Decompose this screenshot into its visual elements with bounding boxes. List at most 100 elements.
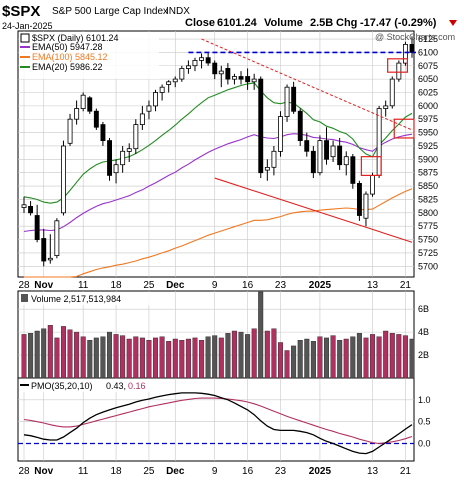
candle-up	[153, 92, 158, 107]
pmo-legend-name: PMO(35,20,10)	[31, 381, 93, 391]
candle-up	[74, 108, 80, 120]
volume-bar	[166, 341, 172, 379]
x-tick-label: 2025	[309, 466, 332, 477]
candlesticks	[21, 36, 415, 267]
candle-down	[304, 140, 310, 152]
candle-up	[330, 145, 336, 158]
x-tick-label: Nov	[34, 466, 53, 477]
volume-bar	[192, 337, 198, 379]
price-legend: $SPX (Daily) 6101.24 EMA(50) 5947.28 EMA…	[19, 32, 159, 79]
volume-tick-label: 2B	[418, 350, 429, 360]
volume-bar	[212, 335, 218, 379]
volume-bar	[383, 330, 389, 379]
price-tick-label: 5850	[418, 181, 438, 191]
pmo-tick-label: 0.0	[418, 439, 431, 449]
x-tick-label: 28	[18, 466, 30, 477]
candle-up	[166, 81, 172, 85]
x-tick-label: 13	[367, 466, 379, 477]
volume-bar	[330, 335, 336, 379]
x-tick-label: 23	[275, 466, 287, 477]
candle-up	[21, 204, 27, 208]
volume-bar	[218, 337, 224, 379]
volume-bar	[350, 336, 356, 379]
ema-lines	[23, 82, 413, 278]
volume-bar	[54, 337, 60, 379]
pmo-legend: PMO(35,20,10) 0.43, 0.16	[19, 379, 159, 392]
candle-up	[277, 116, 283, 152]
volume-bar	[370, 334, 376, 379]
x-tick-label: 2025	[309, 280, 332, 291]
candle-down	[291, 86, 297, 112]
legend-ema20: EMA(20) 5986.22	[32, 62, 103, 72]
close-value: 6101.24	[217, 17, 258, 29]
candle-up	[271, 150, 277, 168]
candle-up	[192, 60, 198, 67]
candle-up	[139, 113, 145, 126]
pmo-legend-signal: 0.16	[128, 381, 146, 391]
price-tick-label: 5900	[418, 154, 438, 164]
volume-bar	[47, 325, 53, 379]
volume-bar	[74, 331, 80, 379]
price-tick-label: 5950	[418, 128, 438, 138]
volume-tick-label: 4B	[418, 327, 429, 337]
volume-bar	[291, 345, 297, 379]
pmo-legend-value: 0.43,	[106, 381, 126, 391]
chart-date: 24-Jan-2025	[2, 21, 53, 31]
volume-bar	[100, 336, 106, 379]
volume-bar	[159, 336, 165, 379]
volume-bar	[172, 338, 178, 379]
candle-down	[337, 145, 343, 166]
volume-legend-text: Volume 2,517,513,984	[31, 294, 121, 304]
volume-bar	[80, 336, 86, 379]
ema20-line	[23, 82, 413, 204]
volume-bar	[317, 336, 323, 379]
down-arrow-icon	[449, 20, 457, 26]
annotations	[188, 38, 416, 243]
candle-up	[47, 257, 53, 261]
x-tick-label: 21	[400, 466, 412, 477]
price-tick-label: 6050	[418, 74, 438, 84]
volume-bar	[61, 326, 67, 379]
volume-bar	[324, 337, 330, 379]
candle-down	[87, 97, 93, 112]
volume-bar	[409, 338, 415, 379]
candle-down	[258, 78, 264, 174]
candle-down	[212, 62, 218, 75]
price-tick-label: 6100	[418, 47, 438, 57]
index-name: S&P 500 Large Cap Index	[52, 6, 168, 17]
candle-up	[264, 166, 270, 171]
volume-bar	[146, 340, 152, 379]
candle-down	[93, 110, 99, 128]
legend-ema100: EMA(100) 5845.12	[32, 52, 108, 62]
volume-bars	[21, 291, 415, 379]
exchange-label: INDX	[166, 6, 190, 17]
candle-up	[199, 57, 204, 61]
candle-up	[120, 150, 126, 166]
highlight-box	[393, 118, 415, 139]
candle-down	[205, 57, 211, 64]
candle-up	[67, 118, 73, 144]
candle-down	[238, 76, 244, 80]
candle-up	[251, 78, 257, 83]
x-tick-label: Nov	[34, 280, 53, 291]
candle-up	[185, 65, 191, 69]
candle-up	[363, 193, 369, 219]
volume-legend-swatch	[21, 294, 28, 302]
candle-up	[343, 156, 349, 166]
volume-bar	[139, 337, 145, 379]
x-tick-label: 9	[212, 280, 218, 291]
volume-bar	[278, 342, 284, 379]
volume-bar	[238, 331, 244, 379]
volume-bar	[271, 328, 277, 379]
candle-up	[113, 164, 119, 174]
candle-down	[34, 215, 40, 241]
candle-up	[54, 220, 60, 257]
candle-up	[172, 78, 178, 83]
candle-down	[297, 110, 303, 141]
candle-down	[310, 150, 316, 174]
volume-bar	[41, 328, 47, 379]
x-tick-label: 25	[143, 280, 155, 291]
volume-bar	[87, 340, 93, 379]
candle-up	[146, 105, 152, 112]
